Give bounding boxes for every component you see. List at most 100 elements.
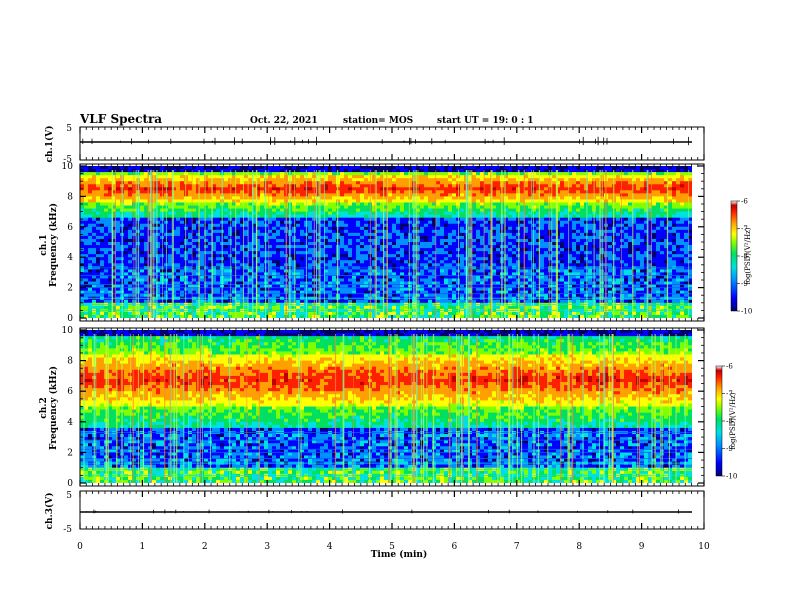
spectrogram-cell — [140, 211, 145, 216]
spectrogram-cell — [224, 220, 229, 225]
spectrogram-cell — [124, 214, 129, 219]
spectrogram-cell — [440, 229, 445, 234]
spectrogram-cell — [124, 254, 129, 258]
spectrogram-cell — [160, 211, 165, 216]
spectrogram-cell — [260, 175, 265, 179]
spectrogram-cell — [104, 187, 109, 191]
spectrogram-cell — [100, 184, 105, 188]
spectrogram-cell — [404, 238, 409, 243]
spectrogram-cell — [444, 238, 449, 243]
spectrogram-cell — [348, 178, 353, 182]
spectrogram-cell — [248, 220, 253, 225]
spectrogram-cell — [204, 223, 209, 228]
spectrogram-cell — [144, 248, 149, 252]
spectrogram-cell — [364, 211, 369, 216]
spectrogram-cell — [276, 281, 281, 285]
spectrogram-cell — [344, 166, 349, 170]
spectrogram-cell — [172, 229, 177, 234]
spectrogram-cell — [204, 269, 209, 273]
spectrogram-cell — [364, 278, 369, 282]
spectrogram-cell — [224, 242, 229, 246]
spectrogram-cell — [80, 260, 85, 264]
spectrogram-cell — [220, 166, 225, 170]
spectrogram-cell — [240, 169, 245, 173]
spectrogram-cell — [240, 263, 245, 267]
spectrogram-cell — [144, 202, 149, 206]
spectrogram-cell — [372, 193, 377, 197]
spectrogram-cell — [332, 311, 337, 316]
spectrogram-cell — [104, 263, 109, 267]
spectrogram-cell — [440, 281, 445, 285]
spectrogram-cell — [224, 287, 229, 292]
spectrogram-cell — [240, 284, 245, 288]
spectrogram-cell — [440, 299, 445, 304]
spectrogram-cell — [372, 175, 377, 179]
spectrogram-cell — [156, 248, 161, 252]
spectrogram-cell — [268, 193, 273, 197]
spectrogram-cell — [92, 269, 97, 273]
spectrogram-cell — [160, 169, 165, 173]
spectrogram-cell — [176, 166, 181, 170]
spectrogram-cell — [392, 284, 397, 288]
spectrogram-cell — [372, 184, 377, 188]
spectrogram-cell — [352, 287, 357, 292]
spectrogram-cell — [308, 287, 313, 292]
spectrogram-cell — [300, 299, 305, 304]
spectrogram-cell — [296, 232, 301, 237]
spectrogram-cell — [116, 311, 121, 316]
spectrogram-cell — [388, 275, 393, 279]
spectrogram-cell — [452, 220, 457, 225]
spectrogram-cell — [188, 242, 193, 246]
spectrogram-cell — [188, 208, 193, 212]
spectrogram-cell — [428, 211, 433, 216]
spectrogram-cell — [396, 251, 401, 255]
spectrogram-cell — [272, 245, 277, 249]
spectrogram-cell — [144, 190, 149, 194]
spectrogram-cell — [192, 226, 197, 231]
spectrogram-cell — [160, 260, 165, 264]
spectrogram-cell — [252, 175, 257, 179]
spectrogram-cell — [452, 242, 457, 246]
spectrogram-cell — [192, 205, 197, 209]
spectrogram-cell — [140, 220, 145, 225]
spectrogram-cell — [372, 205, 377, 209]
spectrogram-cell — [348, 238, 353, 243]
spectrogram-cell — [392, 208, 397, 212]
spectrogram-cell — [296, 187, 301, 191]
spectrogram-cell — [356, 284, 361, 288]
spectrogram-cell — [344, 235, 349, 240]
spectrogram-cell — [324, 193, 329, 197]
spectrogram-cell — [216, 187, 221, 191]
spectrogram-cell — [236, 311, 241, 316]
spectrogram-cell — [348, 229, 353, 234]
spectrogram-cell — [232, 226, 237, 231]
spectrogram-cell — [188, 175, 193, 179]
spectrogram-cell — [440, 235, 445, 240]
spectrogram-cell — [320, 278, 325, 282]
spectrogram-cell — [360, 242, 365, 246]
spectrogram-cell — [276, 290, 281, 295]
spectrogram-cell — [256, 178, 261, 182]
spectrogram-cell — [356, 311, 361, 316]
spectrogram-cell — [348, 226, 353, 231]
spectrogram-cell — [156, 238, 161, 243]
spectrogram-cell — [308, 293, 313, 298]
spectrogram-cell — [372, 245, 377, 249]
spectrogram-cell — [296, 245, 301, 249]
spectrogram-cell — [364, 314, 369, 318]
spectrogram-cell — [240, 226, 245, 231]
spectrogram-cell — [208, 208, 213, 212]
spectrogram-cell — [268, 229, 273, 234]
spectrogram-cell — [272, 229, 277, 234]
spectrogram-cell — [340, 196, 345, 200]
spectrogram-cell — [172, 284, 177, 288]
spectrogram-cell — [192, 220, 197, 225]
spectrogram-cell — [192, 172, 197, 176]
spectrogram-cell — [232, 223, 237, 228]
spectrogram-cell — [112, 278, 117, 282]
spectrogram-cell — [360, 311, 365, 316]
spectrogram-cell — [212, 278, 217, 282]
spectrogram-cell — [408, 178, 413, 182]
spectrogram-cell — [436, 169, 441, 173]
spectrogram-cell — [208, 248, 213, 252]
